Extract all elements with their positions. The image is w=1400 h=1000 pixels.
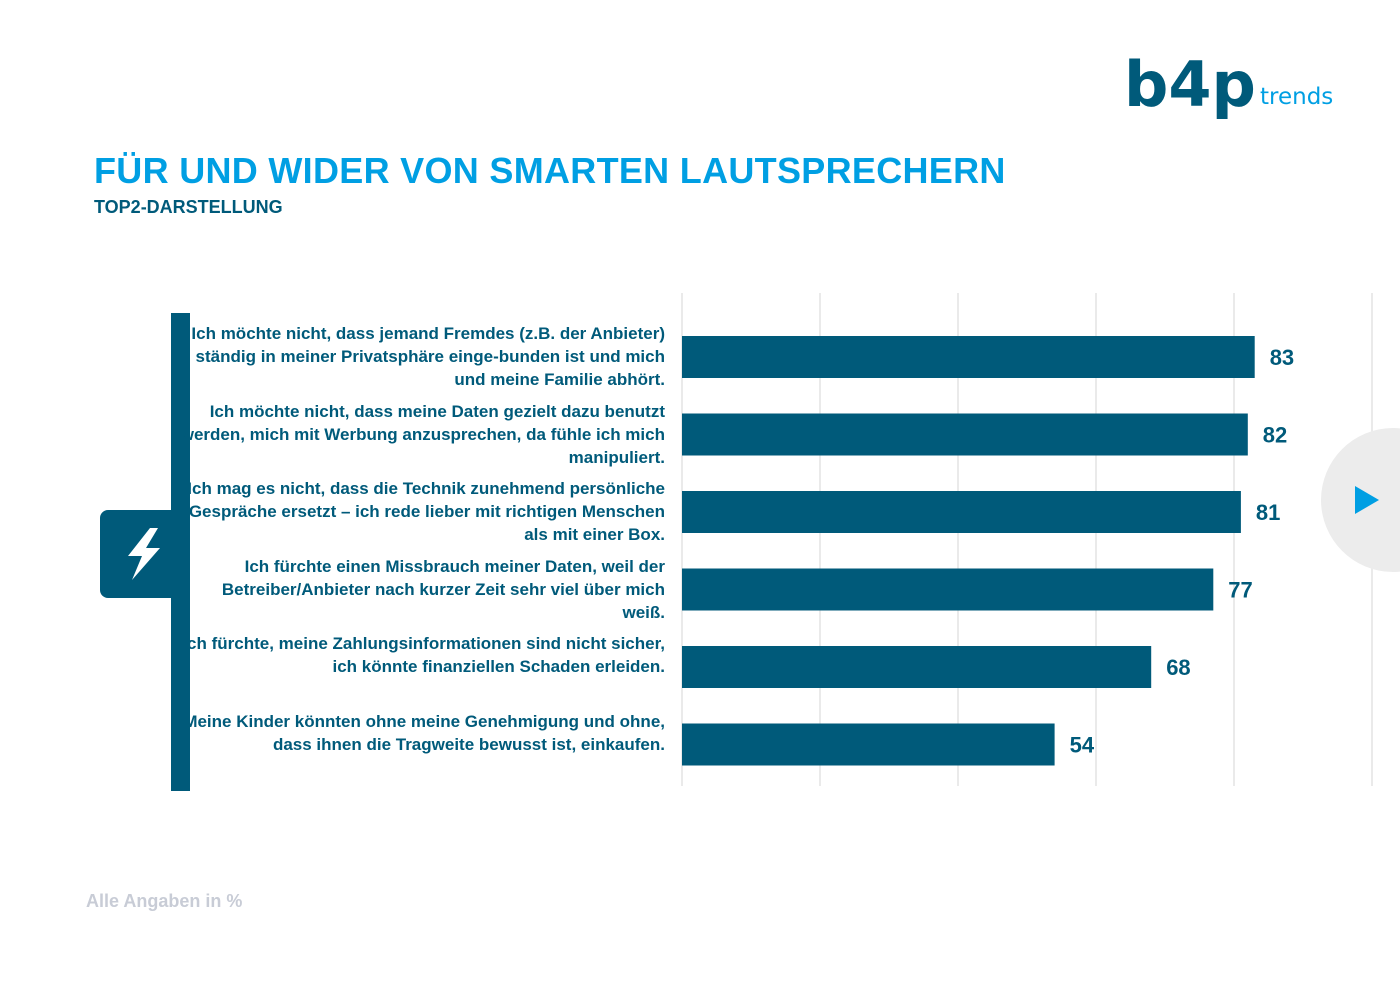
logo-b4p-text: b4p [1124, 50, 1254, 121]
bar [682, 491, 1241, 533]
value-labels: 83 82 81 77 68 54 [1070, 345, 1295, 758]
play-arrow-icon [1355, 486, 1379, 514]
b4p-logo: b4p trends [1124, 48, 1364, 130]
lightning-icon-box [100, 510, 190, 598]
value-label: 54 [1070, 733, 1095, 758]
category-label: Ich fürchte einen Missbrauch meiner Date… [221, 556, 665, 622]
category-label: Ich möchte nicht, dass jemand Fremdes (z… [191, 324, 665, 389]
bar [682, 568, 1214, 611]
b4p-logo-mark: b4p [1124, 48, 1256, 121]
footnote: Alle Angaben in % [86, 891, 243, 911]
chart-subtitle: TOP2-DARSTELLUNG [94, 197, 283, 217]
bars [682, 336, 1255, 766]
value-label: 83 [1270, 345, 1294, 370]
bar [682, 413, 1248, 456]
category-label: Ich fürchte, meine Zahlungsinformationen… [182, 634, 665, 676]
category-label: Ich mag es nicht, dass die Technik zuneh… [187, 479, 665, 544]
value-label: 82 [1263, 423, 1287, 448]
lightning-bolt-icon [128, 528, 160, 580]
value-label: 81 [1256, 500, 1280, 525]
category-label: Ich möchte nicht, dass meine Daten gezie… [180, 401, 665, 467]
logo-trends-text: trends [1260, 84, 1334, 110]
chart-title: FÜR UND WIDER VON SMARTEN LAUTSPRECHERN [94, 150, 1006, 191]
category-label: Meine Kinder könnten ohne meine Genehmig… [183, 711, 665, 754]
bar [682, 646, 1152, 688]
value-label: 77 [1228, 578, 1252, 603]
bar [682, 336, 1255, 378]
value-label: 68 [1166, 655, 1190, 680]
bar [682, 723, 1055, 766]
